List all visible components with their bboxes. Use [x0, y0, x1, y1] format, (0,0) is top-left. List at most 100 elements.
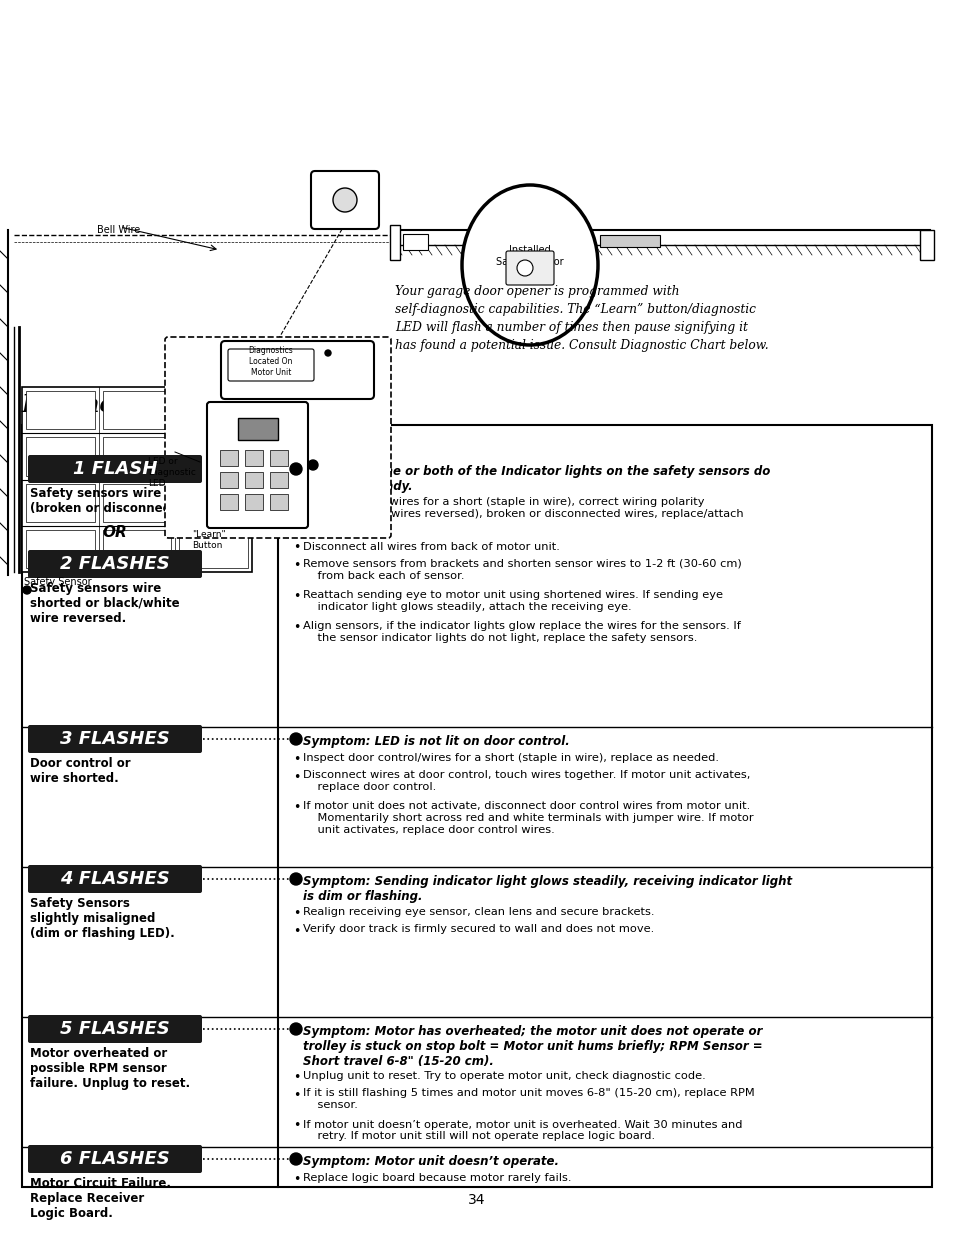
Text: 5 FLASHES: 5 FLASHES	[60, 1020, 170, 1037]
FancyBboxPatch shape	[207, 403, 308, 529]
Text: 3 FLASHES: 3 FLASHES	[60, 730, 170, 748]
Bar	[26, 437, 94, 475]
Circle shape	[281, 350, 287, 356]
Text: •: •	[293, 771, 300, 783]
Bar	[599, 235, 659, 247]
Text: 4 FLASHES: 4 FLASHES	[60, 869, 170, 888]
Text: •: •	[293, 541, 300, 555]
FancyBboxPatch shape	[221, 341, 374, 399]
Text: If motor unit doesn’t operate, motor unit is overheated. Wait 30 minutes and
   : If motor unit doesn’t operate, motor uni…	[303, 1119, 741, 1141]
Circle shape	[23, 585, 30, 594]
Text: Inspect door control/wires for a short (staple in wire), replace as needed.: Inspect door control/wires for a short (…	[303, 753, 719, 763]
Circle shape	[325, 350, 331, 356]
Ellipse shape	[461, 185, 598, 345]
Bar	[179, 530, 248, 568]
Circle shape	[308, 459, 317, 471]
Bar	[237, 417, 277, 440]
Text: •: •	[293, 621, 300, 634]
Text: Remove sensors from brackets and shorten sensor wires to 1-2 ft (30-60 cm)
    f: Remove sensors from brackets and shorten…	[303, 559, 741, 580]
Text: Verify door track is firmly secured to wall and does not move.: Verify door track is firmly secured to w…	[303, 925, 654, 935]
Text: •: •	[293, 1173, 300, 1186]
Circle shape	[517, 261, 533, 275]
Bar	[22, 387, 252, 572]
Bar	[103, 391, 172, 430]
Text: Safety Sensors
slightly misaligned
(dim or flashing LED).: Safety Sensors slightly misaligned (dim …	[30, 897, 174, 940]
Text: Symptom: Motor unit doesn’t operate.: Symptom: Motor unit doesn’t operate.	[303, 1155, 558, 1168]
Bar	[270, 494, 288, 510]
Text: LED or
Diagnostic
LED: LED or Diagnostic LED	[148, 457, 195, 488]
Text: •: •	[293, 753, 300, 766]
Text: Door control or
wire shorted.: Door control or wire shorted.	[30, 757, 131, 785]
Text: If motor unit does not activate, disconnect door control wires from motor unit.
: If motor unit does not activate, disconn…	[303, 802, 753, 835]
Bar	[22, 425, 931, 1187]
Bar	[220, 494, 237, 510]
Bar	[103, 437, 172, 475]
FancyBboxPatch shape	[28, 1145, 202, 1173]
FancyBboxPatch shape	[28, 550, 202, 578]
FancyBboxPatch shape	[28, 1015, 202, 1044]
Text: 34: 34	[468, 1193, 485, 1207]
Circle shape	[258, 350, 265, 356]
Bar	[103, 483, 172, 521]
FancyBboxPatch shape	[505, 251, 554, 285]
Bar	[179, 437, 248, 475]
Text: •: •	[293, 1119, 300, 1132]
Text: •: •	[293, 1071, 300, 1084]
Text: Symptom: LED is not lit on door control.: Symptom: LED is not lit on door control.	[303, 735, 569, 748]
Text: Bell Wire: Bell Wire	[97, 225, 140, 235]
Text: Inspect sensor wires for a short (staple in wire), correct wiring polarity
    (: Inspect sensor wires for a short (staple…	[303, 496, 742, 530]
Text: 1 FLASH: 1 FLASH	[72, 459, 157, 478]
Bar	[220, 450, 237, 466]
Text: •: •	[293, 496, 300, 510]
Text: Your garage door opener is programmed with
self-diagnostic capabilities. The “Le: Your garage door opener is programmed wi…	[395, 285, 768, 352]
Text: •: •	[293, 559, 300, 572]
Circle shape	[236, 350, 243, 356]
Text: Disconnect wires at door control, touch wires together. If motor unit activates,: Disconnect wires at door control, touch …	[303, 771, 750, 792]
Bar	[270, 472, 288, 488]
Text: •: •	[293, 802, 300, 815]
Text: Disconnect all wires from back of motor unit.: Disconnect all wires from back of motor …	[303, 541, 559, 552]
FancyBboxPatch shape	[28, 725, 202, 753]
Text: 6 FLASHES: 6 FLASHES	[60, 1150, 170, 1168]
Text: Symptom: Sending indicator light glows steadily, receiving indicator light
is di: Symptom: Sending indicator light glows s…	[303, 876, 791, 903]
Text: Symptom: One or both of the Indicator lights on the safety sensors do
not glow s: Symptom: One or both of the Indicator li…	[303, 466, 770, 493]
Text: Diagnostics
Located On
Motor Unit: Diagnostics Located On Motor Unit	[249, 346, 294, 377]
Bar	[245, 494, 263, 510]
Text: Symptom: Motor has overheated; the motor unit does not operate or
trolley is stu: Symptom: Motor has overheated; the motor…	[303, 1025, 761, 1068]
Text: 2 FLASHES: 2 FLASHES	[60, 555, 170, 573]
Text: Replace logic board because motor rarely fails.: Replace logic board because motor rarely…	[303, 1173, 571, 1183]
Text: Align sensors, if the indicator lights glow replace the wires for the sensors. I: Align sensors, if the indicator lights g…	[303, 621, 740, 642]
Bar	[179, 391, 248, 430]
Text: Safety sensors wire
shorted or black/white
wire reversed.: Safety sensors wire shorted or black/whi…	[30, 582, 179, 625]
Text: Safety sensors wire open
(broken or disconnected).: Safety sensors wire open (broken or disc…	[30, 487, 201, 515]
Bar	[245, 450, 263, 466]
Circle shape	[333, 188, 356, 212]
FancyBboxPatch shape	[165, 337, 391, 538]
Circle shape	[303, 350, 309, 356]
Bar	[390, 225, 399, 261]
Text: Unplug unit to reset. Try to operate motor unit, check diagnostic code.: Unplug unit to reset. Try to operate mot…	[303, 1071, 705, 1081]
FancyBboxPatch shape	[28, 454, 202, 483]
Text: •: •	[293, 1088, 300, 1102]
Text: Reattach sending eye to motor unit using shortened wires. If sending eye
    ind: Reattach sending eye to motor unit using…	[303, 590, 722, 611]
FancyBboxPatch shape	[228, 350, 314, 382]
Text: "Learn"
Button: "Learn" Button	[192, 530, 226, 550]
Text: If it is still flashing 5 times and motor unit moves 6-8" (15-20 cm), replace RP: If it is still flashing 5 times and moto…	[303, 1088, 754, 1110]
Bar	[0, 0, 953, 375]
Text: •: •	[293, 906, 300, 920]
Bar	[179, 483, 248, 521]
Text: Realign receiving eye sensor, clean lens and secure brackets.: Realign receiving eye sensor, clean lens…	[303, 906, 654, 918]
Circle shape	[290, 1153, 302, 1165]
Bar	[103, 530, 172, 568]
Bar	[402, 233, 428, 249]
Circle shape	[290, 463, 302, 475]
Circle shape	[290, 734, 302, 745]
FancyBboxPatch shape	[311, 170, 378, 228]
Bar	[26, 483, 94, 521]
Bar	[245, 472, 263, 488]
Text: •: •	[293, 925, 300, 937]
Text: OR: OR	[103, 525, 128, 540]
Text: Motor Circuit Failure.
Replace Receiver
Logic Board.: Motor Circuit Failure. Replace Receiver …	[30, 1177, 171, 1220]
Text: Diagnostic Chart: Diagnostic Chart	[22, 393, 246, 417]
Bar	[270, 450, 288, 466]
